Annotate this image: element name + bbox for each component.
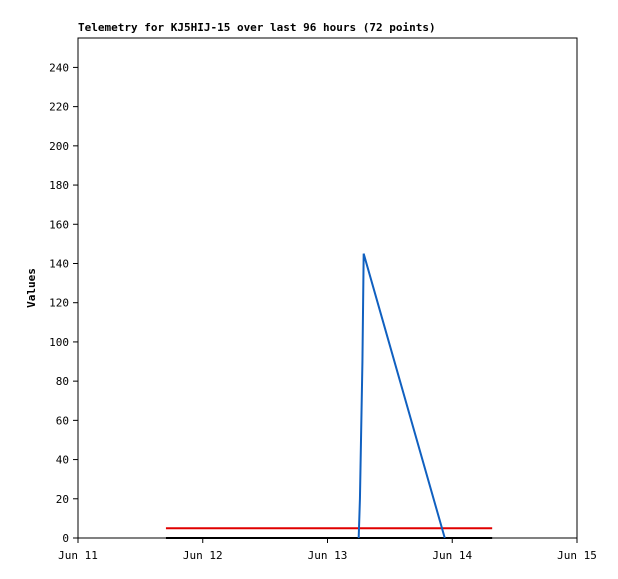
y-tick-label: 240: [49, 61, 69, 74]
y-tick-label: 60: [56, 414, 69, 427]
y-tick-label: 20: [56, 493, 69, 506]
line-series: [357, 253, 446, 539]
y-tick-label: 140: [49, 257, 69, 270]
chart-title: Telemetry for KJ5HIJ-15 over last 96 hou…: [78, 21, 436, 34]
y-tick-label: 180: [49, 179, 69, 192]
y-tick-label: 120: [49, 297, 69, 310]
x-tick-label: Jun 14: [432, 549, 472, 562]
y-tick-label: 80: [56, 375, 69, 388]
y-tick-label: 220: [49, 101, 69, 114]
x-tick-label: Jun 15: [557, 549, 597, 562]
y-tick-label: 100: [49, 336, 69, 349]
x-tick-label: Jun 11: [58, 549, 98, 562]
y-tick-label: 200: [49, 140, 69, 153]
x-tick-label: Jun 13: [308, 549, 348, 562]
plot-frame: [77, 37, 578, 539]
x-tick-label: Jun 12: [183, 549, 223, 562]
y-tick-label: 40: [56, 454, 69, 467]
y-tick-label: 160: [49, 218, 69, 231]
y-axis-label: Values: [25, 268, 38, 308]
y-tick-label: 0: [62, 532, 69, 545]
